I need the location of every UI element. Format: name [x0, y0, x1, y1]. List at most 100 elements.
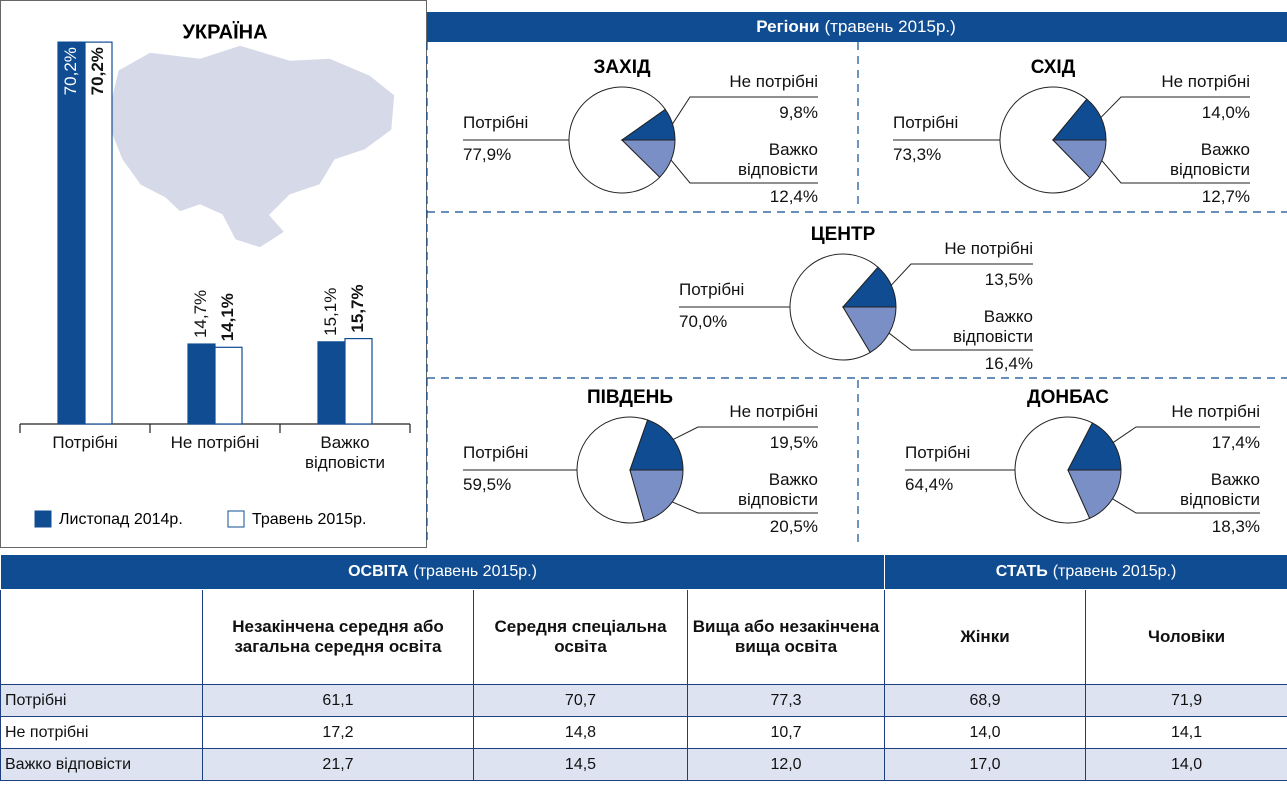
- bar-value-label: 15,7%: [348, 284, 367, 332]
- dividers: [426, 42, 1287, 545]
- header-cell: [0, 589, 203, 685]
- pie-value-label: 9,8%: [779, 103, 818, 122]
- pie-title: ДОНБАС: [1027, 387, 1109, 408]
- pie-slice: [620, 139, 676, 178]
- column-header: Середня спеціальна освіта: [473, 589, 688, 685]
- pie-label: Важко відповісти: [1170, 140, 1250, 179]
- table-cell: 77,3: [686, 684, 886, 717]
- pie-label: Не потрібні: [1161, 72, 1250, 91]
- pie-value-label: 19,5%: [769, 433, 818, 452]
- pie-label: Важко відповісти: [953, 307, 1033, 346]
- table-cell: 17,2: [202, 716, 474, 749]
- pie-title: ЦЕНТР: [811, 224, 876, 245]
- group-header-subtitle: (травень 2015р.): [413, 563, 537, 580]
- pie-slice: [629, 419, 684, 471]
- bar: [344, 337, 373, 425]
- pie-value-label: 59,5%: [463, 475, 512, 494]
- pie-value-label: 17,4%: [1211, 433, 1260, 452]
- pie-label: Не потрібні: [1171, 402, 1260, 421]
- pie-label: Потрібні: [905, 443, 971, 462]
- column-header: Чоловіки: [1085, 589, 1287, 685]
- pie-slice: [576, 416, 649, 524]
- pie-value-label: 16,4%: [984, 354, 1033, 373]
- pie-label: Потрібні: [893, 113, 959, 132]
- pie-label: Потрібні: [679, 280, 745, 299]
- regions-header-title: Регіони: [756, 17, 819, 36]
- bar: [84, 41, 113, 425]
- table-cell: 68,9: [884, 684, 1087, 717]
- regions-header: Регіони (травень 2015р.): [756, 17, 956, 36]
- pie-label: Важко відповісти: [1180, 470, 1260, 509]
- bar: [187, 343, 216, 425]
- legend-swatch: [227, 510, 245, 528]
- table-cell: 14,1: [1085, 716, 1287, 749]
- leader-line: [890, 263, 1033, 286]
- table-row: Потрібні 61,1 70,7 77,3 68,9 71,9: [0, 684, 1287, 717]
- regions-header-subtitle: (травень 2015р.): [825, 17, 956, 36]
- table-cell: 14,0: [884, 716, 1087, 749]
- x-tick-label: Важко відповісти: [305, 433, 385, 472]
- table-cell: 14,5: [473, 748, 688, 781]
- pie-slice: [629, 469, 684, 522]
- pie-slice: [842, 306, 897, 354]
- table-cell: 14,0: [1085, 748, 1287, 781]
- bar: [214, 346, 243, 425]
- pie-value-label: 13,5%: [984, 270, 1033, 289]
- table-cell: 71,9: [1085, 684, 1287, 717]
- leader-line: [888, 332, 1033, 351]
- leader-line: [1100, 96, 1250, 118]
- pie-value-label: 73,3%: [893, 145, 942, 164]
- leader-line: [672, 96, 818, 125]
- bar-value-label: 14,7%: [191, 290, 210, 338]
- pie-label: Не потрібні: [729, 402, 818, 421]
- leader-line: [670, 159, 818, 184]
- table-cell: 21,7: [202, 748, 474, 781]
- table-cell: 61,1: [202, 684, 474, 717]
- row-header: Важко відповісти: [0, 748, 203, 781]
- table-cell: 10,7: [686, 716, 886, 749]
- row-header: Потрібні: [0, 684, 203, 717]
- group-header: ОСВІТА (травень 2015р.): [0, 554, 886, 590]
- pie-label: Важко відповісти: [738, 470, 818, 509]
- bar: [57, 41, 86, 425]
- leader-line: [1101, 160, 1250, 184]
- pie-label: Не потрібні: [944, 239, 1033, 258]
- leader-line: [672, 501, 818, 514]
- column-header: Незакінчена середня або загальна середня…: [202, 589, 474, 685]
- pie-slice: [568, 86, 666, 194]
- pie-value-label: 20,5%: [769, 517, 818, 536]
- pie-value-label: 14,0%: [1201, 103, 1250, 122]
- pie-value-label: 12,4%: [769, 187, 818, 206]
- table-cell: 17,0: [884, 748, 1087, 781]
- legend-label: Травень 2015р.: [252, 511, 366, 528]
- bar-value-label: 70,2%: [88, 47, 107, 95]
- table-row: Важко відповісти 21,7 14,5 12,0 17,0 14,0: [0, 748, 1287, 781]
- regions-header-bar: [427, 12, 1287, 42]
- bar-value-label: 70,2%: [61, 47, 80, 95]
- group-header-title: ОСВІТА: [348, 563, 409, 580]
- pie-label: Потрібні: [463, 443, 529, 462]
- pie-slice: [1014, 416, 1094, 524]
- pie-slice: [1051, 139, 1107, 179]
- table-cell: 70,7: [473, 684, 688, 717]
- pie-slice: [1067, 469, 1122, 520]
- charts: УКРАЇНА Регіони (травень 2015р.) 70,2% 70,…: [0, 0, 1287, 548]
- pie-title: СХІД: [1031, 57, 1076, 78]
- row-header: Не потрібні: [0, 716, 203, 749]
- group-header-subtitle: (травень 2015р.): [1052, 563, 1177, 580]
- table-row: Незакінчена середня або загальна середня…: [0, 589, 1287, 685]
- column-header: Жінки: [884, 589, 1087, 685]
- table-row: Не потрібні 17,2 14,8 10,7 14,0 14,1: [0, 716, 1287, 749]
- bar: [317, 341, 346, 425]
- map-ukraine: [109, 44, 396, 249]
- pie-label: Важко відповісти: [738, 140, 818, 179]
- pie-value-label: 70,0%: [679, 312, 728, 331]
- pie-value-label: 77,9%: [463, 145, 512, 164]
- leader-line: [1112, 498, 1260, 514]
- group-header-title: СТАТЬ: [995, 563, 1048, 580]
- legend-label: Листопад 2014р.: [59, 511, 183, 528]
- pie-slice: [789, 253, 879, 361]
- leader-line: [1113, 426, 1260, 443]
- pie-value-label: 64,4%: [905, 475, 954, 494]
